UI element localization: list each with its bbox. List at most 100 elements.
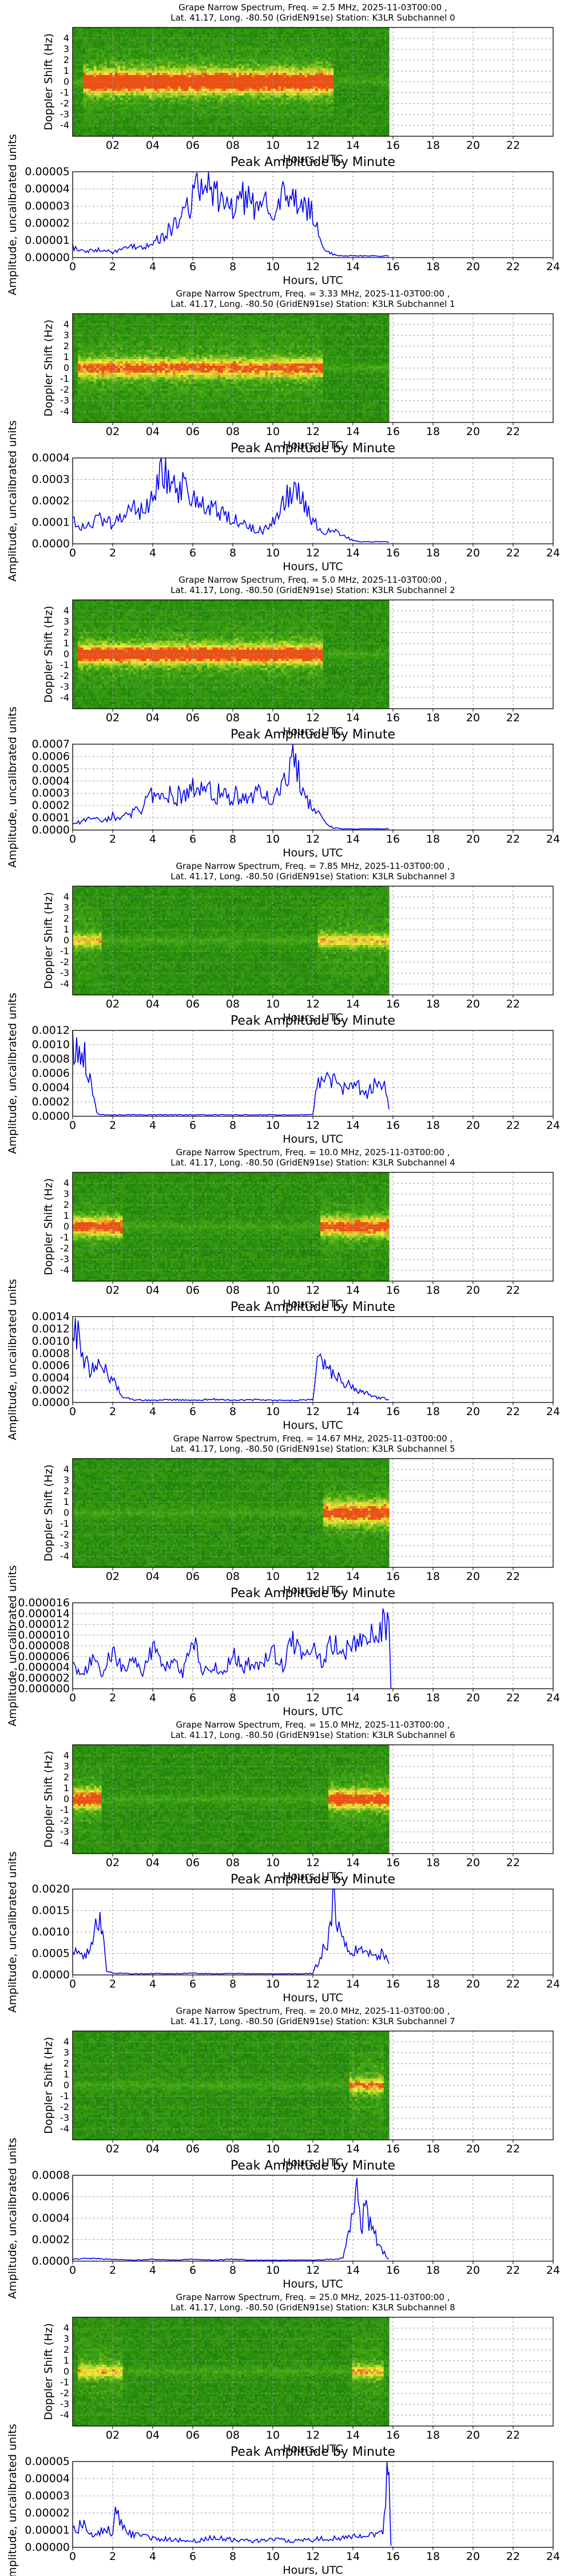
spectrogram-cell <box>212 127 215 130</box>
spectrogram-cell <box>149 59 152 62</box>
spectrogram-cell <box>83 127 86 130</box>
spectrogram-cell <box>123 53 126 56</box>
spectrogram-cell <box>281 44 284 46</box>
spectrogram-cell <box>268 41 271 44</box>
spectrogram-cell <box>199 98 202 101</box>
spectrogram-cell <box>112 77 115 80</box>
spectrogram-cell <box>286 37 289 39</box>
spectrogram-cell <box>110 34 113 37</box>
spectrogram-cell <box>268 132 271 135</box>
spectrogram-cell <box>204 109 207 112</box>
spectrogram-cell <box>138 123 141 125</box>
spectrogram-cell <box>181 75 184 78</box>
spectrogram-cell <box>120 66 123 69</box>
spectrogram-cell <box>73 96 76 98</box>
spectrogram-cell <box>141 84 144 87</box>
spectrogram-cell <box>184 75 186 78</box>
spectrogram-cell <box>239 27 241 30</box>
spectrogram-cell <box>220 27 223 30</box>
spectrogram-cell <box>173 86 176 89</box>
spectrogram-cell <box>268 123 271 125</box>
spectrogram-cell <box>120 109 123 112</box>
spectrogram-cell <box>225 41 228 44</box>
spectrogram-cell <box>123 73 126 76</box>
spectrogram-cell <box>249 98 252 101</box>
spectrogram-cell <box>215 37 218 39</box>
spectrogram-cell <box>120 127 123 130</box>
spectrogram-cell <box>247 132 249 135</box>
spectrogram-cell <box>144 82 146 85</box>
spectrogram-cell <box>123 75 126 78</box>
spectrogram-cell <box>154 61 157 64</box>
spectrogram-cell <box>268 44 271 46</box>
spectrogram-cell <box>181 73 184 76</box>
spectrogram-cell <box>76 64 78 66</box>
spectrogram-cell <box>99 57 102 60</box>
spectrogram-cell <box>252 27 255 30</box>
spectrogram-cell <box>233 30 236 33</box>
spectrogram-cell <box>136 123 139 125</box>
spectrogram-cell <box>152 113 154 116</box>
spectrogram-cell <box>165 127 168 130</box>
spectrogram-cell <box>255 132 257 135</box>
spectrogram-cell <box>81 68 84 71</box>
spectrogram-cell <box>268 109 271 112</box>
spectrogram-cell <box>204 118 207 121</box>
spectrogram-cell <box>102 34 105 37</box>
spectrogram-cell <box>289 98 292 101</box>
spectrogram-cell <box>186 41 189 44</box>
spectrogram-cell <box>107 68 110 71</box>
spectrogram-cell <box>289 123 292 125</box>
spectrogram-cell <box>78 132 81 135</box>
spectrogram-cell <box>204 91 207 94</box>
spectrogram-cell <box>247 68 249 71</box>
spectrogram-cell <box>289 113 292 116</box>
spectrogram-cell <box>133 96 136 98</box>
spectrogram-cell <box>257 116 260 118</box>
spectrogram-cell <box>136 89 139 92</box>
spectrogram-cell <box>273 27 276 30</box>
spectrogram-cell <box>212 64 215 66</box>
spectrogram-cell <box>217 111 220 114</box>
spectrogram-cell <box>189 127 192 130</box>
spectrogram-cell <box>128 91 131 94</box>
spectrogram-cell <box>181 93 184 96</box>
spectrogram-cell <box>89 132 92 135</box>
spectrogram-cell <box>107 77 110 80</box>
spectrogram-cell <box>239 41 241 44</box>
spectrogram-cell <box>289 57 292 60</box>
spectrogram-cell <box>228 41 231 44</box>
spectrogram-cell <box>91 113 94 116</box>
spectrogram-cell <box>112 129 115 132</box>
spectrogram-cell <box>165 118 168 121</box>
spectrogram-cell <box>257 84 260 87</box>
spectrogram-cell <box>284 57 287 60</box>
spectrogram-cell <box>181 100 184 103</box>
spectrogram-cell <box>231 34 234 37</box>
spectrogram-cell <box>233 61 236 64</box>
spectrogram-cell <box>181 41 184 44</box>
spectrogram-cell <box>252 86 255 89</box>
spectrogram-cell <box>170 77 173 80</box>
spectrogram-cell <box>186 105 189 108</box>
spectrogram-cell <box>255 64 257 66</box>
spectrogram-cell <box>115 27 118 30</box>
spectrogram-cell <box>176 27 178 30</box>
spectrogram-cell <box>152 39 154 42</box>
spectrogram-cell <box>94 82 97 85</box>
spectrogram-cell <box>199 32 202 35</box>
spectrogram-cell <box>236 68 239 71</box>
spectrogram-cell <box>284 55 287 58</box>
spectrogram-cell <box>154 64 157 66</box>
spectrogram-cell <box>144 129 146 132</box>
spectrogram-cell <box>184 118 186 121</box>
spectrogram-cell <box>207 50 210 53</box>
spectrogram-cell <box>225 37 228 39</box>
spectrogram-cell <box>189 46 192 49</box>
spectrogram-cell <box>157 127 160 130</box>
spectrogram-cell <box>197 30 200 33</box>
spectrogram-cell <box>128 68 131 71</box>
spectrogram-cell <box>278 64 281 66</box>
spectrogram-cell <box>136 109 139 112</box>
spectrogram-cell <box>110 53 113 56</box>
